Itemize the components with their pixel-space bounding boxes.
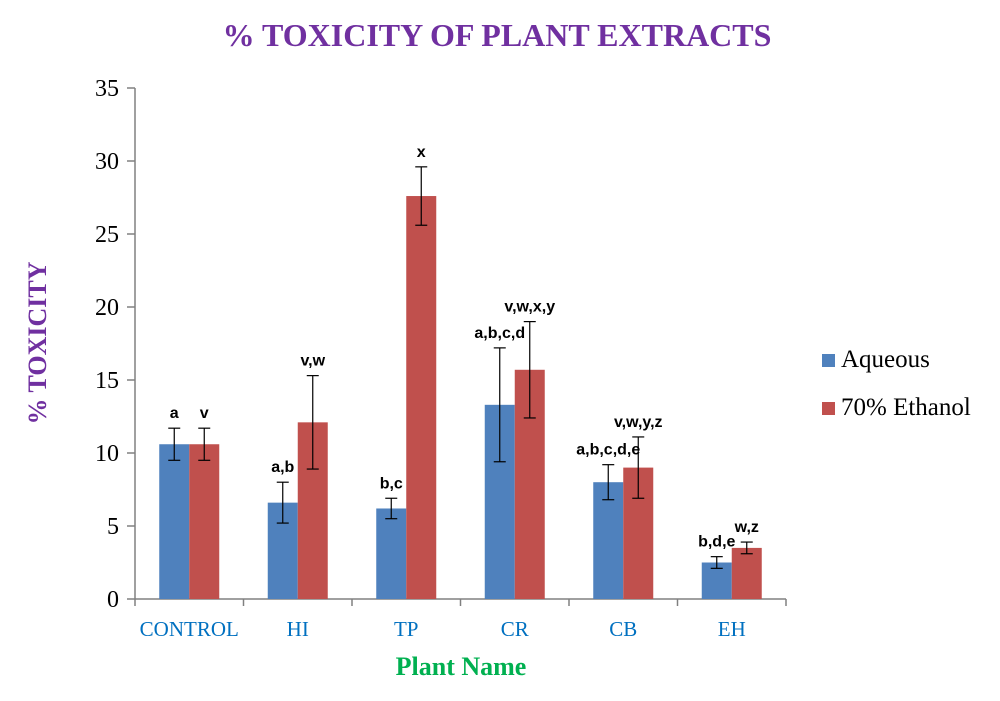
x-tick-label: HI (287, 617, 309, 641)
significance-label: v,w,x,y (504, 299, 555, 316)
x-ticks: CONTROL HI TP CR CB EH (134, 599, 787, 641)
x-tick-label: TP (394, 617, 419, 641)
significance-label: v,w (300, 353, 325, 370)
legend-label: 70% Ethanol (841, 394, 971, 421)
y-tick-label: 0 (107, 587, 119, 613)
error-bars (168, 166, 753, 569)
significance-label: a (170, 405, 179, 422)
y-tick-label: 10 (95, 441, 119, 467)
error-bar (632, 436, 645, 499)
significance-label: b,d,e (698, 534, 735, 551)
legend-label: Aqueous (841, 346, 930, 373)
error-bar (168, 427, 181, 461)
error-bar (385, 497, 398, 520)
y-tick-label: 25 (95, 222, 119, 248)
x-tick-label: CONTROL (140, 617, 239, 641)
significance-label: v,w,y,z (614, 414, 663, 431)
error-bar (493, 347, 506, 463)
y-axis-label: % TOXICITY (23, 261, 52, 424)
x-tick-label: CB (609, 617, 637, 641)
bars (159, 196, 762, 600)
significance-labels: a a,b b,c a,b,c,d a,b,c,d,e b,d,e v v,w x v,w,x,y… (170, 144, 759, 551)
bar-tp-series-1 (376, 508, 407, 599)
error-bar (198, 427, 211, 461)
significance-label: x (417, 144, 426, 161)
error-bar (740, 541, 753, 555)
significance-label: a,b (271, 459, 294, 476)
x-axis-label: Plant Name (396, 652, 527, 681)
error-bar (306, 375, 319, 470)
y-tick-label: 20 (95, 295, 119, 321)
bar-cb-series-1 (593, 482, 624, 599)
error-bar (523, 321, 536, 419)
legend-swatch (822, 402, 835, 415)
error-bar (415, 166, 428, 226)
y-tick-label: 5 (107, 514, 119, 540)
error-bar (710, 556, 723, 569)
y-tick-label: 15 (95, 368, 119, 394)
y-tick-label: 35 (95, 76, 119, 102)
y-tick-label: 30 (95, 149, 119, 175)
legend-swatch (822, 354, 835, 367)
significance-label: b,c (380, 475, 403, 492)
x-tick-label: CR (501, 617, 529, 641)
significance-label: w,z (734, 519, 759, 536)
error-bar (602, 464, 615, 501)
significance-label: a,b,c,d (474, 325, 525, 342)
chart-title: % TOXICITY OF PLANT EXTRACTS (223, 17, 772, 53)
y-ticks: 0 5 10 15 20 25 30 35 (95, 76, 135, 613)
significance-label: v (200, 405, 209, 422)
bar-tp-series-2 (406, 196, 437, 600)
legend: Aqueous 70% Ethanol (822, 346, 971, 421)
significance-label: a,b,c,d,e (576, 442, 640, 459)
x-tick-label: EH (718, 617, 746, 641)
error-bar (276, 481, 289, 524)
bar-control-series-2 (189, 444, 220, 599)
bar-eh-series-2 (731, 547, 762, 599)
bar-control-series-1 (159, 444, 190, 599)
